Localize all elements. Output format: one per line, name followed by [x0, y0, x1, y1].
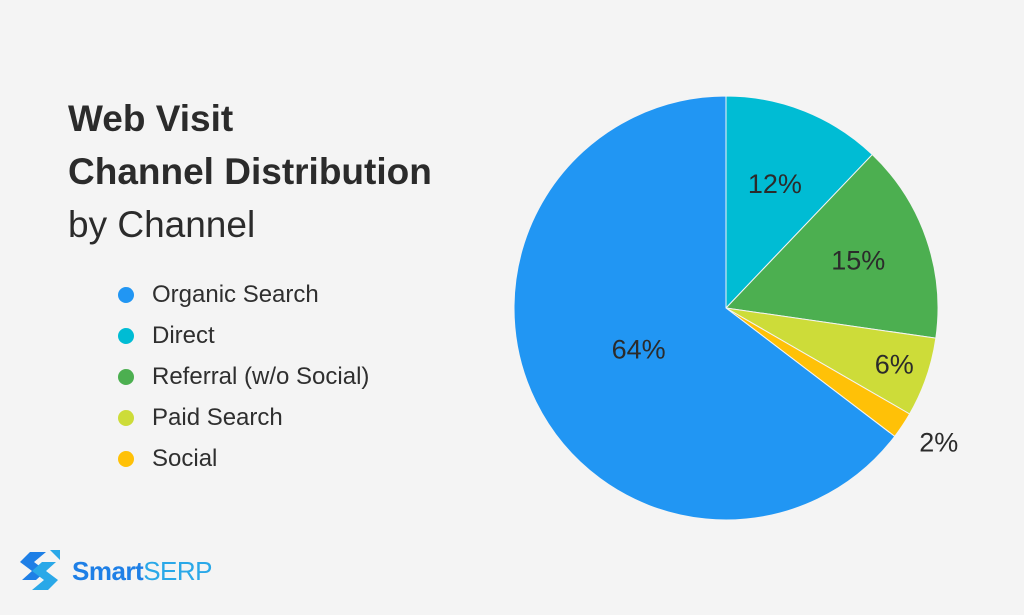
chart-title: Web Visit Channel Distribution by Channe… [68, 92, 432, 251]
legend-item-social: Social [118, 438, 369, 479]
title-line-1: Web Visit [68, 98, 234, 139]
pie-slice-organic-search [513, 95, 896, 521]
legend-item-organic-search: Organic Search [118, 274, 369, 315]
brand-logo: SmartSERP [16, 548, 213, 594]
brand-name: SmartSERP [72, 555, 213, 587]
pie-slice-referral-w-o-social [724, 153, 939, 339]
legend-item-paid-search: Paid Search [118, 397, 369, 438]
legend-swatch [118, 286, 134, 303]
pie-label-paid-search: 6% [875, 349, 914, 379]
brand-name-part-2: SERP [143, 555, 213, 586]
legend-swatch [118, 368, 134, 385]
legend-label: Paid Search [152, 403, 283, 431]
legend-swatch [118, 327, 134, 344]
legend-item-direct: Direct [118, 315, 369, 356]
legend-item-referral-w-o-social: Referral (w/o Social) [118, 356, 369, 397]
legend-swatch [118, 450, 134, 467]
legend-swatch [118, 409, 134, 426]
chart-legend: Organic Search Direct Referral (w/o Social… [118, 274, 369, 479]
pie-label-organic-search: 64% [612, 334, 666, 364]
brand-name-part-1: Smart [72, 555, 144, 586]
legend-label: Organic Search [152, 280, 319, 308]
title-line-2: Channel Distribution [68, 151, 432, 192]
legend-label: Direct [152, 321, 215, 349]
pie-label-social: 2% [919, 427, 958, 457]
pie-slice-direct [725, 95, 874, 310]
title-line-3: by Channel [68, 204, 256, 245]
pie-label-referral-w-o-social: 15% [831, 245, 885, 275]
smartserp-logo-icon [20, 550, 60, 590]
legend-label: Social [152, 444, 218, 472]
legend-label: Referral (w/o Social) [152, 362, 370, 390]
pie-label-direct: 12% [748, 169, 802, 199]
